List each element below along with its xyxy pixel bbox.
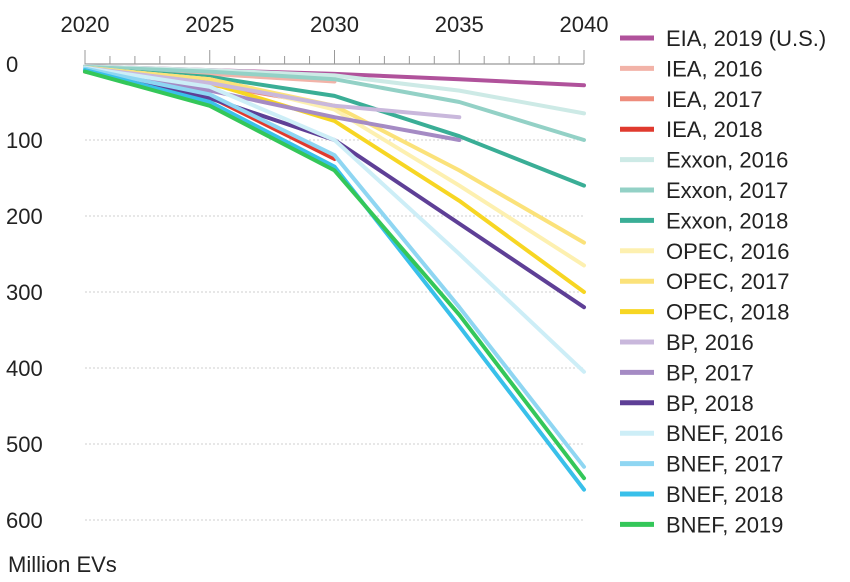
legend-entry: BNEF, 2019 [620, 512, 783, 537]
series-line-bnef-2019 [83, 69, 586, 481]
y-tick-label: 100 [6, 128, 43, 153]
legend-label: Exxon, 2017 [666, 178, 788, 203]
legend-entry: OPEC, 2018 [620, 300, 790, 325]
y-tick-label: 600 [6, 508, 43, 533]
legend-label: EIA, 2019 (U.S.) [666, 26, 826, 51]
series-line-bnef-2018 [83, 68, 586, 492]
y-axis-label: Million EVs [8, 552, 117, 577]
legend-entry: IEA, 2016 [620, 56, 763, 81]
legend-entry: BNEF, 2018 [620, 482, 783, 507]
legend-label: BNEF, 2019 [666, 512, 783, 537]
legend-entry: BP, 2016 [620, 330, 754, 355]
legend-label: BNEF, 2016 [666, 421, 783, 446]
x-tick-label: 2040 [560, 12, 609, 37]
legend-entry: IEA, 2017 [620, 87, 763, 112]
legend-label: BP, 2017 [666, 360, 754, 385]
legend-label: BP, 2018 [666, 391, 754, 416]
legend-entry: BNEF, 2016 [620, 421, 783, 446]
legend-label: OPEC, 2016 [666, 239, 790, 264]
y-tick-label: 500 [6, 432, 43, 457]
legend-entry: OPEC, 2016 [620, 239, 790, 264]
legend-entry: BP, 2017 [620, 360, 754, 385]
y-tick-label: 200 [6, 204, 43, 229]
legend-label: BNEF, 2018 [666, 482, 783, 507]
legend-entry: IEA, 2018 [620, 117, 763, 142]
y-axis: 0 100 200 300 400 500 600 [6, 52, 43, 533]
legend-label: IEA, 2018 [666, 117, 763, 142]
y-tick-label: 300 [6, 280, 43, 305]
x-tick-label: 2025 [185, 12, 234, 37]
legend-entry: Exxon, 2017 [620, 178, 788, 203]
series-lines [83, 64, 586, 492]
legend-label: BNEF, 2017 [666, 452, 783, 477]
series-line-bnef-2016 [83, 65, 586, 374]
legend-entry: Exxon, 2018 [620, 208, 788, 233]
legend-entry: OPEC, 2017 [620, 269, 790, 294]
legend-entry: BNEF, 2017 [620, 452, 783, 477]
legend-label: Exxon, 2018 [666, 208, 788, 233]
x-tick-label: 2020 [61, 12, 110, 37]
y-tick-label: 400 [6, 356, 43, 381]
legend-label: IEA, 2016 [666, 56, 763, 81]
legend-label: OPEC, 2018 [666, 300, 790, 325]
legend-label: OPEC, 2017 [666, 269, 790, 294]
legend-label: BP, 2016 [666, 330, 754, 355]
x-axis: 2020 2025 2030 2035 2040 [61, 12, 609, 65]
series-line-bnef-2017 [83, 66, 586, 469]
x-tick-label: 2035 [435, 12, 484, 37]
legend-label: IEA, 2017 [666, 87, 763, 112]
legend: EIA, 2019 (U.S.) IEA, 2016 IEA, 2017 IEA, 2… [620, 26, 826, 537]
x-tick-label: 2030 [310, 12, 359, 37]
legend-entry: BP, 2018 [620, 391, 754, 416]
series-line-exxon-2017 [83, 65, 586, 142]
legend-entry: Exxon, 2016 [620, 148, 788, 173]
legend-entry: EIA, 2019 (U.S.) [620, 26, 826, 51]
legend-label: Exxon, 2016 [666, 148, 788, 173]
y-tick-label: 0 [6, 52, 18, 77]
